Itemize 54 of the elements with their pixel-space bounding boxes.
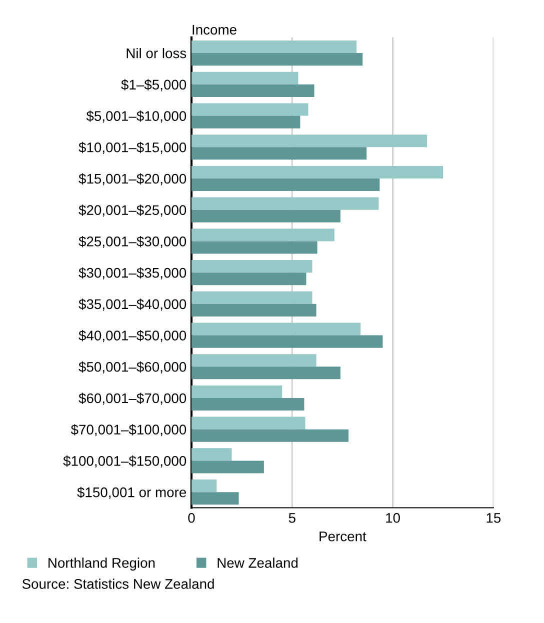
x-tick-label: 5 [288,513,296,523]
bar [191,147,367,160]
bar [191,40,357,54]
bar [191,335,383,348]
y-tick-label: $150,001 or more [77,486,186,499]
bar [191,72,298,84]
bar [191,448,232,461]
bar [191,304,316,316]
bar [191,492,239,505]
x-tick-label: 10 [386,512,400,523]
bar [191,322,361,336]
y-tick-label: $30,001–$35,000 [78,267,186,280]
legend-label: New Zealand [218,558,298,568]
bar [191,385,282,398]
y-tick-label: $10,001–$15,000 [78,142,186,154]
bar [191,366,340,380]
y-axis-title: Income [192,24,236,35]
bar [191,429,348,442]
y-tick-label: $50,001–$60,000 [78,361,186,374]
x-tick-label: 0 [188,512,195,523]
bar [191,460,264,474]
y-tick-label: $100,001–$150,000 [63,455,186,468]
y-tick-label: $35,001–$40,000 [78,298,186,311]
bar [191,416,306,430]
bar [191,84,314,97]
y-tick-label: $15,001–$20,000 [78,173,186,186]
y-tick-label: $60,001–$70,000 [78,392,186,405]
bar [191,354,316,367]
legend-label: Northland Region [48,558,155,571]
y-tick-label: $25,001–$30,000 [78,236,186,248]
y-tick-label: $5,001–$10,000 [86,110,186,123]
x-axis-title: Percent [320,532,366,542]
bar [191,480,217,492]
bar [191,178,380,192]
bar [191,272,306,286]
y-tick-label: $20,001–$25,000 [78,204,186,217]
bar [191,210,340,222]
y-tick-label: $40,001–$50,000 [78,330,186,342]
bar [191,134,427,148]
source-note: Source: Statistics New Zealand [22,578,214,589]
y-tick-label: $1–$5,000 [121,79,186,92]
bar [191,260,312,273]
bar [191,197,379,210]
bar [191,53,363,66]
y-tick-label: $70,001–$100,000 [70,424,186,436]
bar [191,166,444,178]
bar [191,398,304,411]
y-tick-label: Nil or loss [126,48,186,58]
bar [191,228,334,242]
bar [191,291,312,304]
x-tick-label: 15 [486,513,501,523]
bar [191,241,318,254]
bar [191,116,300,128]
bar [191,103,308,116]
